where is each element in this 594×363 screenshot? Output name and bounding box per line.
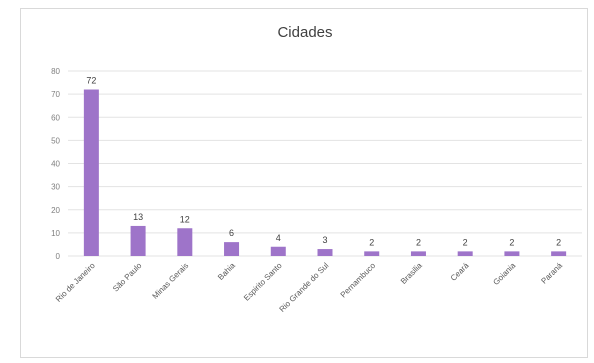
category-label: Rio de Janeiro [54,261,97,304]
bar [410,251,426,256]
y-tick-label: 20 [51,206,60,215]
data-label: 3 [322,235,327,245]
category-label: Brasilia [399,261,424,286]
category-label: Rio Grande do Sul [278,261,331,314]
chart-title: Cidades [277,24,333,41]
y-tick-label: 50 [51,136,60,145]
y-tick-label: 40 [51,160,60,169]
y-tick-label: 30 [51,183,60,192]
y-tick-label: 0 [56,252,61,261]
data-label: 2 [369,237,374,247]
data-label: 6 [229,228,234,238]
category-label: Paraná [539,261,564,286]
bar [551,251,567,256]
bar [364,251,380,256]
category-label: Pernambuco [339,261,378,300]
bar [177,228,193,256]
data-label: 4 [276,233,281,243]
category-label: Bahia [216,261,237,282]
data-label: 2 [509,237,514,247]
data-label: 12 [180,214,190,224]
data-label: 13 [133,212,143,222]
y-tick-label: 10 [51,229,60,238]
bar [317,249,333,256]
bar [130,225,146,256]
data-label: 2 [463,237,468,247]
y-tick-label: 70 [51,90,60,99]
y-tick-label: 80 [51,67,60,76]
data-label: 2 [416,237,421,247]
category-label: Ceará [449,261,471,283]
data-label: 72 [86,76,96,86]
y-tick-label: 60 [51,113,60,122]
data-label: 2 [556,237,561,247]
bar [270,246,286,256]
category-label: Espirito Santo [242,261,284,303]
category-label: São Paulo [111,261,144,294]
category-label: Minas Gerais [151,261,191,301]
bar [504,251,520,256]
bar [83,89,99,256]
chart-frame [20,8,588,358]
bar [224,242,240,256]
bar [457,251,473,256]
category-label: Goiania [491,261,517,287]
